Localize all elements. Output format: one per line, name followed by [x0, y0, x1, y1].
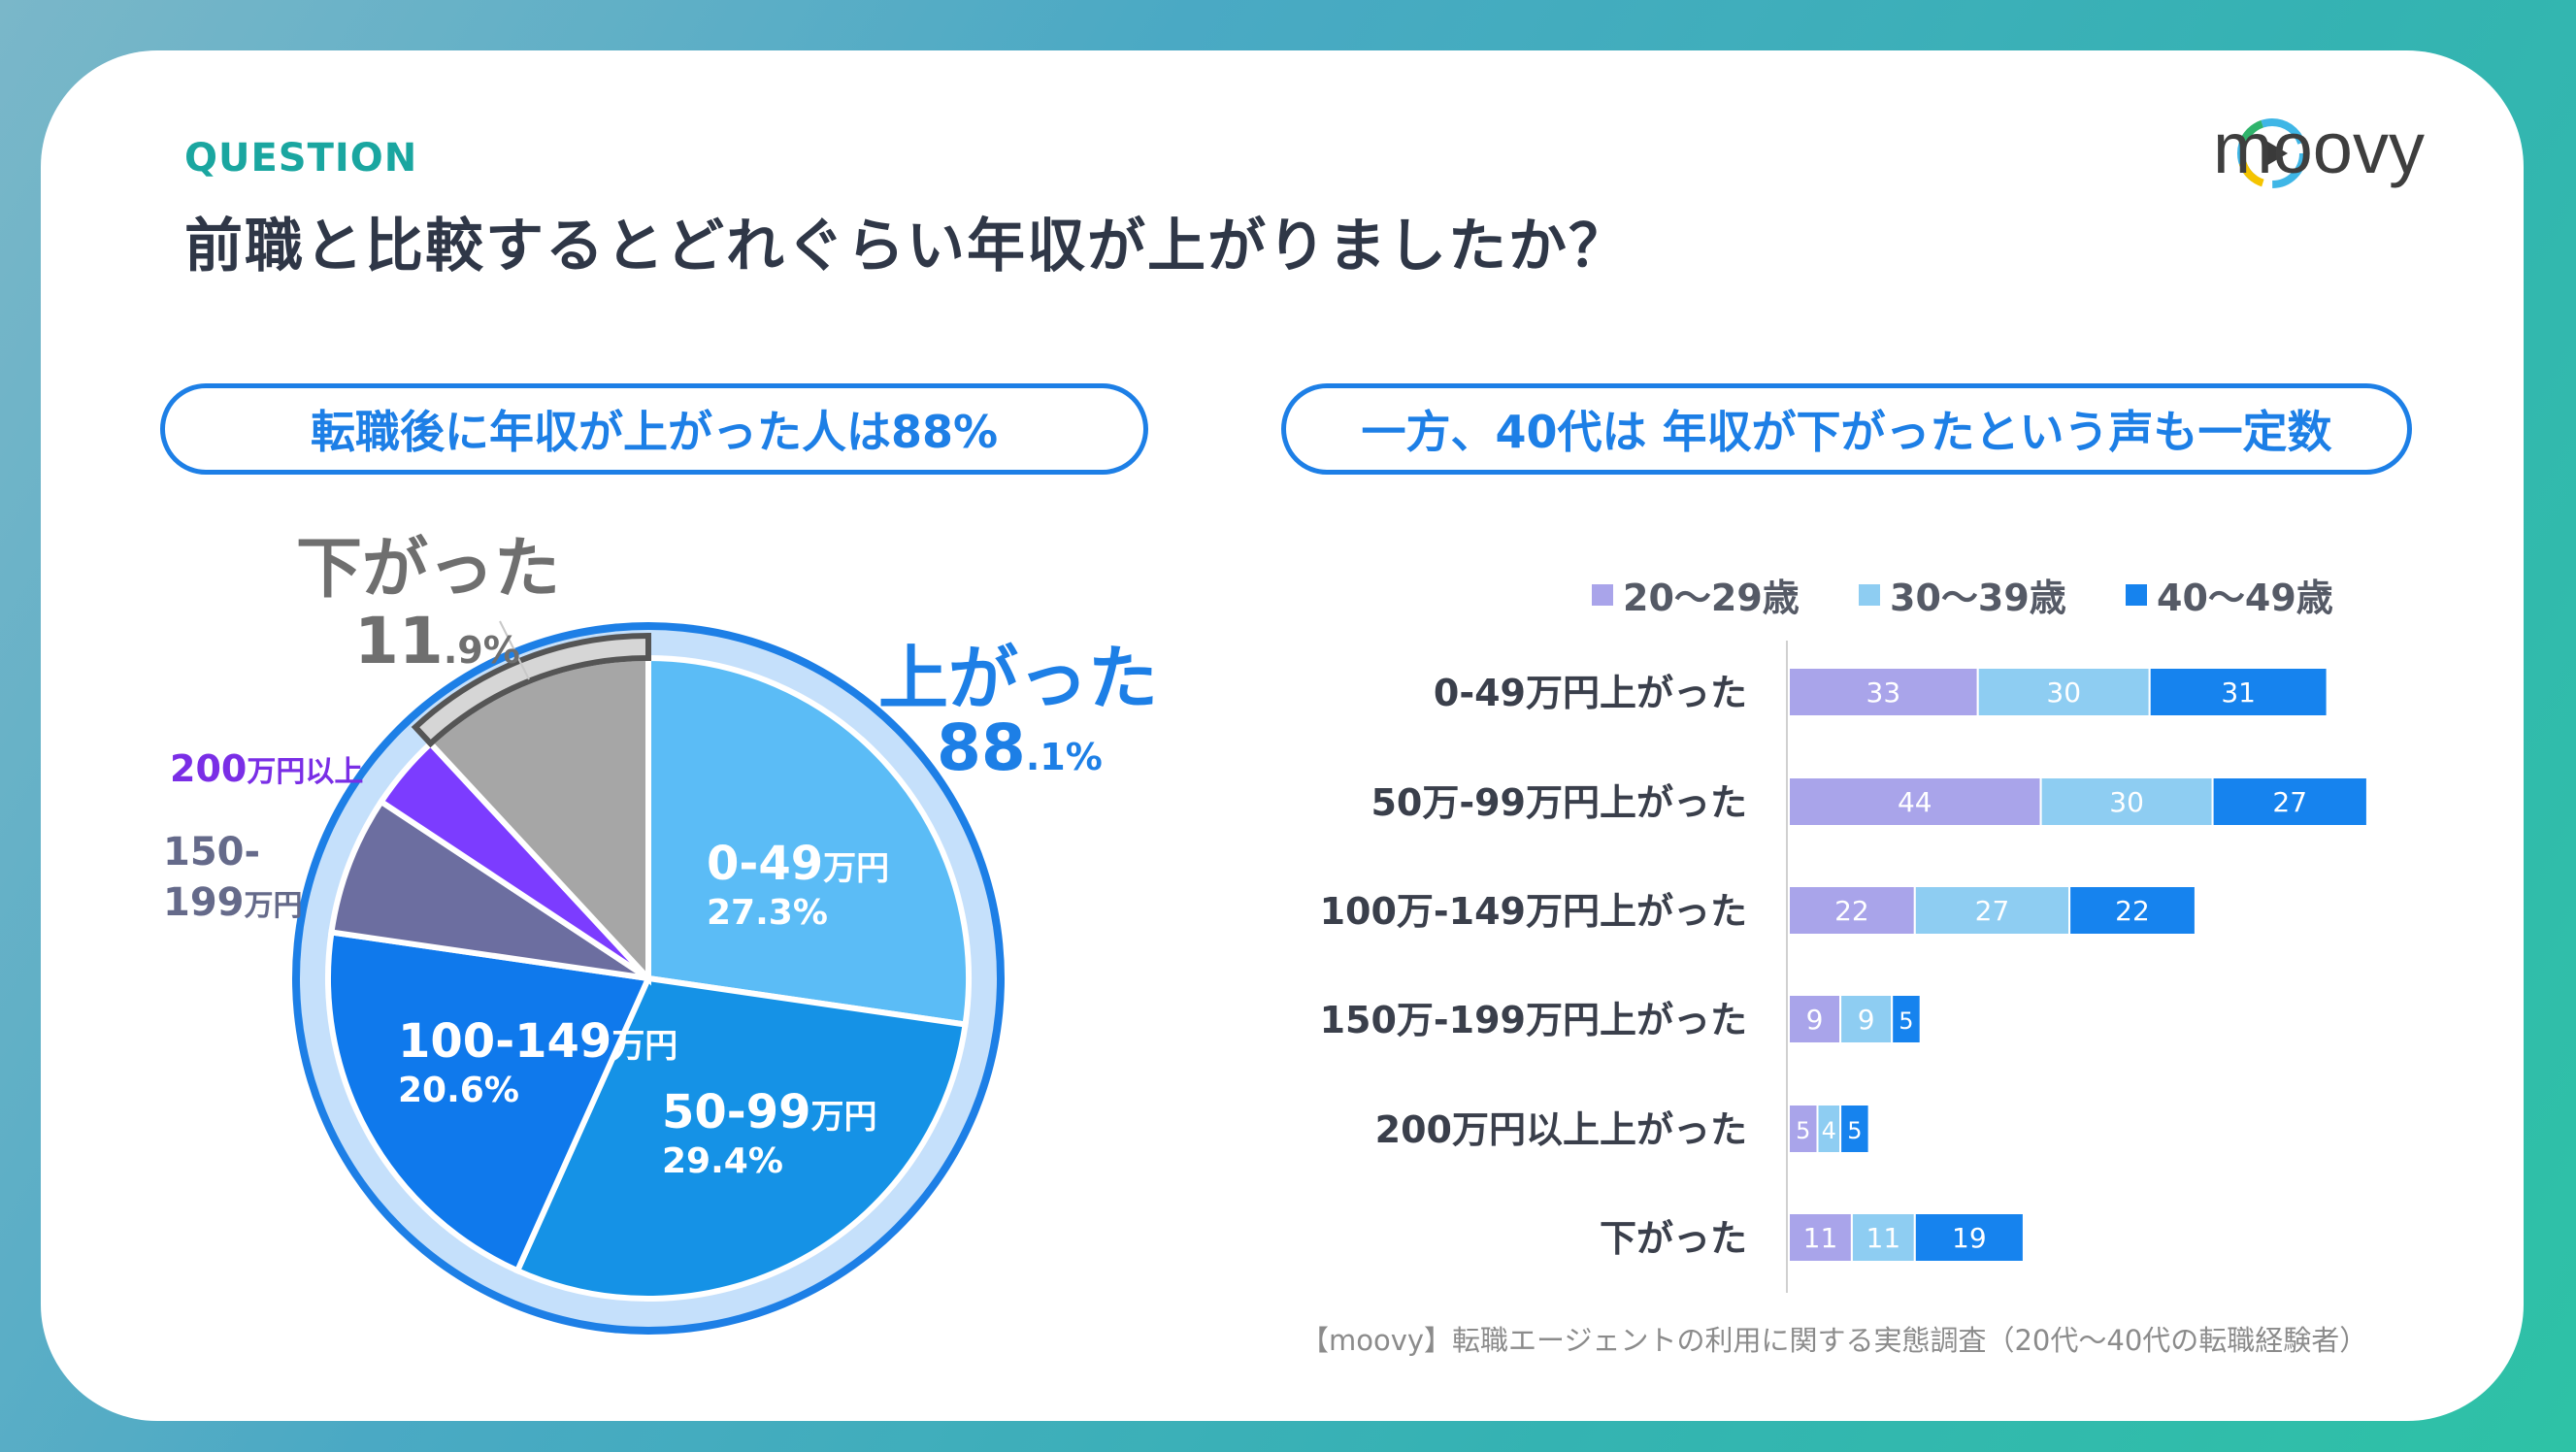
legend-item-30s: 30～39歳: [1859, 568, 2066, 621]
down-group-label: 下がった: [296, 531, 561, 608]
legend-label-40s: 40～49歳: [2157, 577, 2333, 619]
down-value-int: 11: [354, 604, 444, 678]
legend-item-40s: 40～49歳: [2126, 568, 2333, 621]
slice-label-50-99: 50-99万円 29.4%: [662, 1085, 877, 1181]
up-group-value: 88.1%: [937, 710, 1103, 785]
slice-a-pct: 27.3%: [707, 893, 828, 933]
down-group-value: 11.9%: [354, 604, 520, 678]
down-value-dec: .9%: [443, 629, 520, 672]
r150-num: 199: [163, 880, 245, 925]
left-headline-pill: 転職後に年収が上がった人は88%: [160, 383, 1148, 475]
pie-slice-3: [328, 797, 650, 981]
slice-b-unit: 万円: [810, 1098, 877, 1137]
slice-a-name: 0-49: [707, 837, 824, 891]
right-headline-pill: 一方、40代は 年収が下がったという声も一定数: [1281, 383, 2412, 475]
moovy-logo-icon: [2237, 118, 2307, 188]
pie-slice-1: [513, 974, 969, 1302]
logo-text: moovy: [2213, 108, 2425, 188]
legend-item-20s: 20～29歳: [1592, 568, 1800, 621]
slice-label-0-49: 0-49万円 27.3%: [707, 837, 889, 933]
slice-b-pct: 29.4%: [662, 1141, 783, 1181]
legend-swatch-20s: [1592, 583, 1613, 606]
up-value-dec: .1%: [1025, 736, 1103, 778]
up-value-int: 88: [937, 710, 1026, 785]
slice-b-name: 50-99: [662, 1085, 811, 1139]
over200-unit: 万円以上: [247, 755, 364, 789]
legend-swatch-30s: [1859, 583, 1880, 606]
slice-c-unit: 万円: [611, 1027, 678, 1066]
slice-c-pct: 20.6%: [398, 1071, 519, 1110]
r150-unit: 万円: [244, 889, 303, 923]
page-title: 前職と比較するとどれぐらい年収が上がりましたか？: [184, 213, 1629, 280]
slice-label-100-149: 100-149万円 20.6%: [398, 1014, 677, 1110]
legend-label-30s: 30～39歳: [1890, 577, 2066, 619]
question-label: QUESTION: [184, 136, 418, 181]
over200-num: 200: [170, 747, 248, 790]
pie-slice-2: [325, 929, 653, 1275]
slice-a-unit: 万円: [823, 849, 890, 888]
up-group-label: 上がった: [878, 638, 1159, 719]
source-note: 【moovy】転職エージェントの利用に関する実態調査（20代〜40代の転職経験者…: [1301, 1324, 2368, 1357]
legend-swatch-40s: [2126, 583, 2147, 606]
down-leader-line: [499, 620, 530, 680]
slice-label-over200: 200万円以上: [170, 747, 363, 790]
slice-label-150-199: 150- 199万円: [163, 827, 303, 932]
slice-c-name: 100-149: [398, 1014, 612, 1069]
r150-line1: 150-: [163, 830, 261, 874]
pie-down-highlight: [411, 632, 651, 748]
legend-label-20s: 20～29歳: [1623, 577, 1800, 619]
pie-slice-0: [645, 654, 972, 1028]
